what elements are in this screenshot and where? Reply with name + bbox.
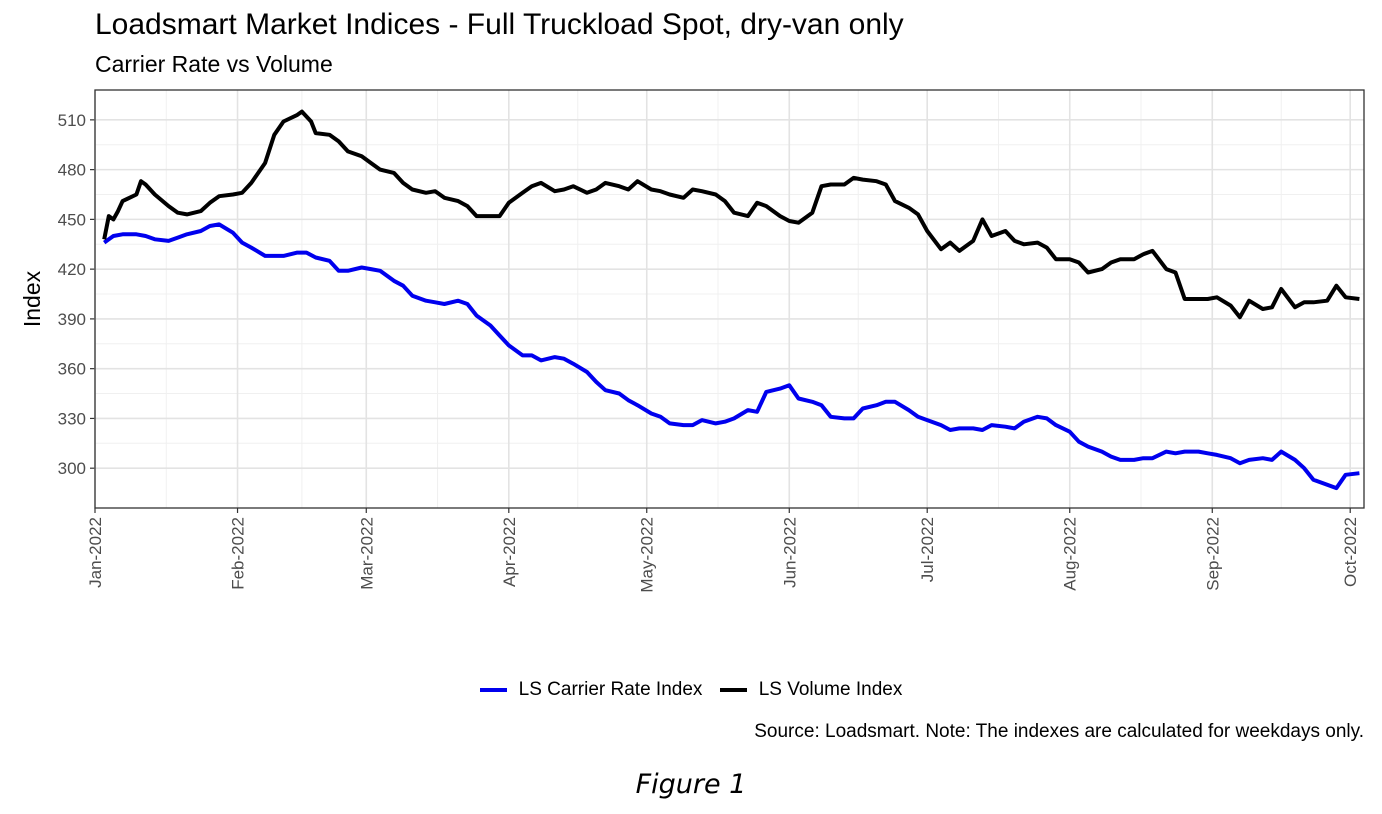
y-tick-label: 300 (58, 459, 86, 478)
x-tick-label: Oct-2022 (1341, 517, 1360, 587)
legend-item-volume: LS Volume Index (719, 679, 903, 701)
x-tick-label: May-2022 (638, 517, 657, 593)
source-caption: Source: Loadsmart. Note: The indexes are… (754, 721, 1364, 742)
x-tick-label: Feb-2022 (229, 517, 248, 590)
x-tick-label: Jul-2022 (918, 517, 937, 582)
x-tick-label: Apr-2022 (500, 517, 519, 587)
x-tick-label: Mar-2022 (357, 517, 376, 590)
x-tick-label: Aug-2022 (1061, 517, 1080, 591)
y-axis-label: Index (19, 270, 45, 327)
y-tick-label: 510 (58, 111, 86, 130)
y-tick-label: 480 (58, 161, 86, 180)
chart-title: Loadsmart Market Indices - Full Truckloa… (95, 8, 904, 41)
legend-key-carrier-rate (479, 688, 507, 692)
chart-subtitle: Carrier Rate vs Volume (95, 51, 333, 77)
plot-border (94, 89, 1365, 509)
y-tick-label: 330 (58, 409, 86, 428)
x-tick-label: Jan-2022 (86, 517, 105, 588)
legend-key-volume (719, 688, 747, 692)
y-tick-label: 390 (58, 310, 86, 329)
legend-item-carrier-rate: LS Carrier Rate Index (479, 679, 703, 701)
legend: LS Carrier Rate Index LS Volume Index (0, 676, 1382, 701)
y-tick-label: 420 (58, 260, 86, 279)
x-tick-label: Jun-2022 (780, 517, 799, 588)
legend-label-volume: LS Volume Index (758, 679, 903, 700)
x-tick-label: Sep-2022 (1203, 517, 1222, 591)
y-tick-label: 360 (58, 360, 86, 379)
series-line-carrier-rate (103, 222, 1360, 491)
plot-panel (95, 90, 1364, 508)
series-line-volume (102, 109, 1360, 320)
figure-label: Figure 1 (635, 769, 747, 800)
y-tick-label: 450 (58, 210, 86, 229)
legend-label-carrier-rate: LS Carrier Rate Index (518, 679, 703, 700)
